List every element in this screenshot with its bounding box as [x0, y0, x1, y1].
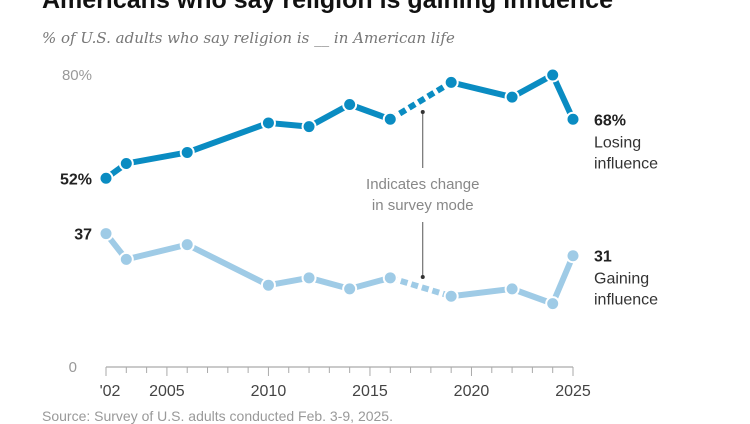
data-point — [260, 115, 276, 131]
end-value-label: 68% — [594, 112, 626, 129]
series-segment — [450, 79, 513, 101]
data-point — [118, 251, 134, 267]
x-tick-label: 2005 — [149, 383, 185, 400]
data-point — [504, 281, 520, 297]
annotation-dot-top — [420, 110, 425, 114]
data-point — [504, 89, 520, 105]
data-point — [565, 248, 581, 264]
series-name-label: influence — [594, 155, 658, 172]
end-value-label: 31 — [594, 249, 612, 266]
data-point — [565, 111, 581, 127]
chart-subtitle: % of U.S. adults who say religion is __ … — [42, 29, 455, 47]
data-point — [179, 237, 195, 253]
data-point — [443, 288, 459, 304]
data-point — [301, 270, 317, 286]
y-tick-label: 0 — [69, 359, 77, 376]
data-point — [545, 67, 561, 83]
data-point — [260, 277, 276, 293]
series-segment — [186, 120, 270, 156]
data-point — [342, 97, 358, 112]
series-name-label: influence — [594, 292, 658, 309]
series-segment — [450, 285, 513, 300]
data-point — [98, 226, 114, 242]
annotation-text: Indicates change — [366, 176, 479, 193]
series-name-label: Losing — [594, 134, 641, 151]
x-tick-label: 2020 — [454, 383, 490, 400]
annotation-dot-bottom — [420, 275, 425, 279]
x-tick-label: 2015 — [352, 383, 388, 400]
x-tick-label: 2010 — [251, 383, 287, 400]
series-segment — [185, 241, 270, 288]
data-point — [382, 111, 398, 127]
data-point — [545, 296, 561, 312]
source-note: Source: Survey of U.S. adults conducted … — [42, 408, 393, 424]
data-point — [301, 119, 317, 135]
series-segment — [510, 72, 555, 100]
series-segment — [549, 254, 576, 305]
series-name-label: Gaining — [594, 271, 649, 288]
x-tick-label: '02 — [100, 383, 121, 400]
data-point — [342, 281, 358, 297]
series-segment — [549, 73, 576, 121]
chart-title: Americans who say religion is gaining in… — [42, 0, 613, 14]
series-segment — [125, 149, 188, 167]
start-value-label: 37 — [74, 227, 92, 244]
data-point — [382, 270, 398, 286]
annotation-text: in survey mode — [372, 197, 474, 214]
data-point — [179, 144, 195, 160]
y-tick-label: 80% — [62, 67, 92, 84]
series-segment — [389, 274, 453, 300]
data-point — [118, 156, 134, 171]
data-point — [443, 74, 459, 90]
start-value-label: 52% — [60, 171, 92, 188]
x-tick-label: 2025 — [555, 383, 591, 400]
series-segment — [307, 101, 352, 130]
data-point — [98, 170, 114, 186]
series-segment — [125, 241, 188, 263]
series-segment — [388, 79, 453, 122]
